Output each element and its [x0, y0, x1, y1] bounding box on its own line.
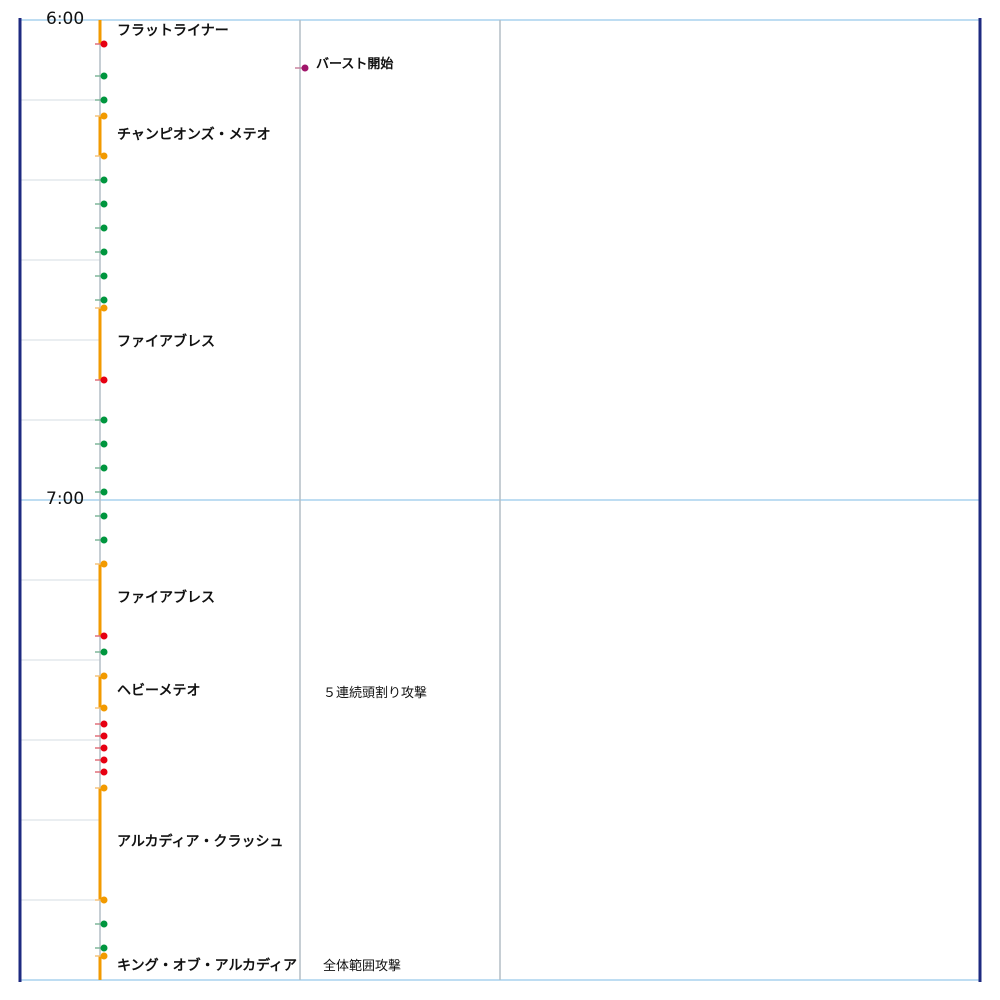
burst-marker-dot: [301, 64, 309, 72]
timeline-dot-orange: [100, 560, 108, 568]
timeline-dot-red: [100, 756, 108, 764]
timeline-dot-red: [100, 40, 108, 48]
event-label-fire-breath-2: ファイアブレス: [117, 590, 215, 606]
time-label-7: 7:00: [46, 489, 85, 509]
timeline-dot-red: [100, 720, 108, 728]
note-label-raidwide: 全体範囲攻撃: [323, 959, 402, 974]
timeline-dot-orange: [100, 672, 108, 680]
timeline-dot-red: [100, 744, 108, 752]
timeline-dot-green: [100, 248, 108, 256]
timeline-dot-green: [100, 176, 108, 184]
time-label-6: 6:00: [46, 9, 85, 29]
timeline-dot-green: [100, 512, 108, 520]
timeline-dot-green: [100, 920, 108, 928]
timeline-dot-green: [100, 96, 108, 104]
timeline-dot-green: [100, 464, 108, 472]
timeline-dot-green: [100, 272, 108, 280]
timeline-dot-green: [100, 416, 108, 424]
timeline-dot-green: [100, 488, 108, 496]
event-label-fire-breath-1: ファイアブレス: [117, 334, 215, 350]
event-label-arcadia-crash: アルカディア・クラッシュ: [117, 834, 284, 850]
event-label-king-of-arcadia: キング・オブ・アルカディア: [117, 958, 298, 974]
timeline-dot-green: [100, 296, 108, 304]
timeline-dot-green: [100, 648, 108, 656]
timeline-dot-orange: [100, 896, 108, 904]
timeline-dot-red: [100, 732, 108, 740]
timeline-dot-green: [100, 72, 108, 80]
timeline-dot-orange: [100, 952, 108, 960]
note-label-five-stack: ５連続頭割り攻撃: [323, 686, 428, 701]
event-label-heavy-meteor: ヘビーメテオ: [117, 683, 201, 699]
timeline-dot-green: [100, 200, 108, 208]
timeline-dot-orange: [100, 112, 108, 120]
timeline-dot-orange: [100, 152, 108, 160]
timeline-dot-green: [100, 224, 108, 232]
timeline-dot-green: [100, 944, 108, 952]
timeline-dot-green: [100, 536, 108, 544]
timeline-dot-red: [100, 376, 108, 384]
timeline-dot-green: [100, 440, 108, 448]
timeline-dot-orange: [100, 784, 108, 792]
timeline-dot-red: [100, 768, 108, 776]
event-label-flatliner: フラットライナー: [117, 23, 229, 39]
timeline-dot-red: [100, 632, 108, 640]
event-label-champions-meteor: チャンピオンズ・メテオ: [117, 127, 271, 143]
timeline-dot-orange: [100, 704, 108, 712]
marker-label-burst-start: バースト開始: [316, 57, 394, 72]
timeline-dot-orange: [100, 304, 108, 312]
